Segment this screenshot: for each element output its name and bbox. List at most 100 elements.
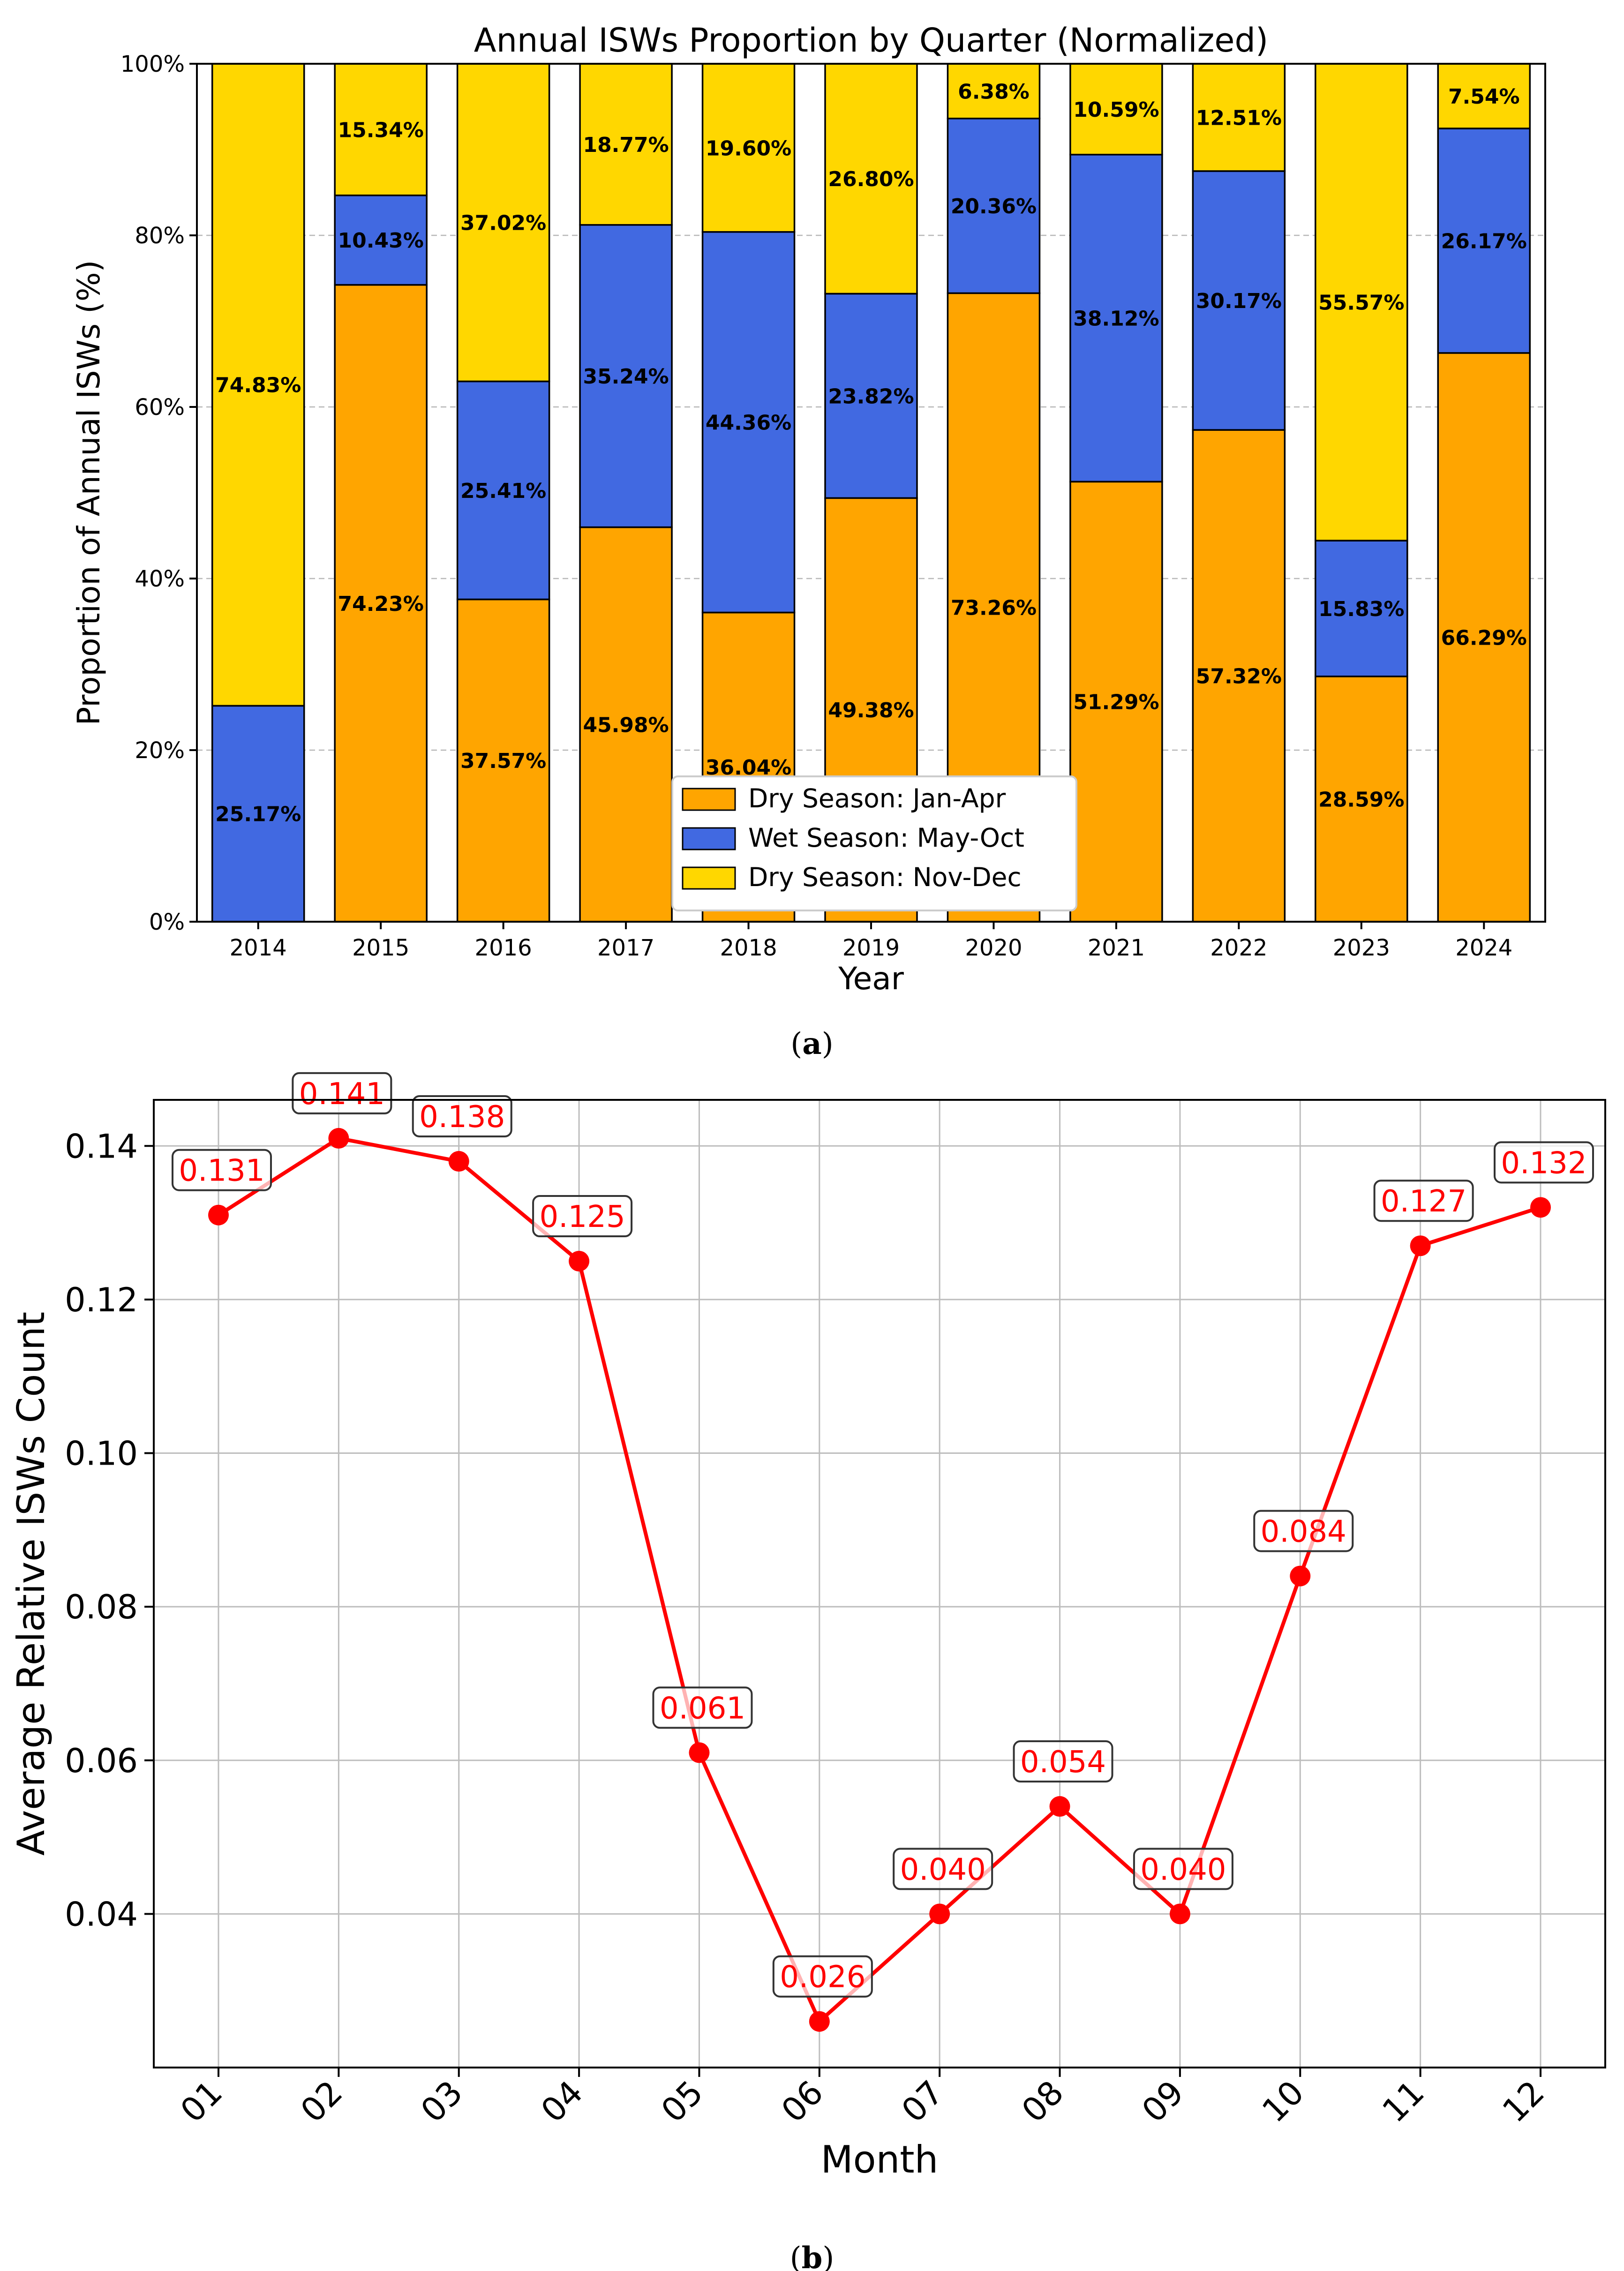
segment-value-label: 37.57% bbox=[460, 749, 546, 773]
x-tick-label-b: 03 bbox=[414, 2073, 470, 2130]
segment-value-label: 57.32% bbox=[1196, 665, 1282, 689]
legend-label: Dry Season: Nov-Dec bbox=[748, 862, 1022, 892]
x-tick-label-b: 10 bbox=[1255, 2073, 1311, 2130]
legend-label: Dry Season: Jan-Apr bbox=[748, 783, 1006, 813]
bar-segment bbox=[211, 705, 305, 923]
bar-segment bbox=[1192, 170, 1286, 431]
bar-segment bbox=[456, 63, 550, 383]
point-label: 0.040 bbox=[1140, 1852, 1226, 1887]
bar-segment bbox=[334, 194, 428, 286]
x-tick-label-b: 11 bbox=[1375, 2073, 1432, 2130]
point-label-box bbox=[172, 1149, 272, 1191]
segment-value-label: 19.60% bbox=[706, 136, 791, 160]
segment-value-label: 18.77% bbox=[583, 133, 669, 157]
segment-value-label: 28.59% bbox=[1318, 788, 1404, 812]
segment-value-label: 26.80% bbox=[828, 167, 914, 191]
data-point bbox=[1169, 1903, 1190, 1925]
segment-value-label: 23.82% bbox=[828, 384, 914, 408]
segment-value-label: 30.17% bbox=[1196, 289, 1282, 313]
bar-segment bbox=[1315, 63, 1408, 541]
point-label: 0.141 bbox=[299, 1077, 385, 1112]
segment-value-label: 44.36% bbox=[706, 411, 791, 435]
point-label-box bbox=[292, 1072, 392, 1114]
x-tick-label-a: 2022 bbox=[1210, 935, 1267, 961]
x-tick-label-a: 2024 bbox=[1455, 935, 1512, 961]
segment-value-label: 6.38% bbox=[958, 80, 1030, 104]
x-tick-label-b: 07 bbox=[894, 2073, 951, 2130]
y-axis-label-b: Average Relative ISWs Count bbox=[9, 1312, 53, 1856]
x-tick-label-a: 2019 bbox=[842, 935, 900, 961]
legend-box bbox=[671, 775, 1077, 911]
segment-value-label: 10.59% bbox=[1073, 98, 1159, 122]
y-tick-label-b: 0.04 bbox=[65, 1895, 138, 1933]
point-label: 0.127 bbox=[1381, 1184, 1466, 1219]
data-point bbox=[1410, 1235, 1431, 1256]
bar-segment bbox=[211, 63, 305, 707]
segment-value-label: 25.17% bbox=[215, 803, 301, 827]
bar-segment bbox=[456, 380, 550, 601]
series-line bbox=[217, 1136, 1541, 2023]
point-label-box bbox=[412, 1095, 512, 1138]
point-label-box bbox=[532, 1195, 633, 1237]
bar-segment bbox=[1192, 429, 1286, 923]
point-label: 0.125 bbox=[539, 1200, 625, 1234]
x-tick-label-a: 2015 bbox=[352, 935, 409, 961]
segment-value-label: 73.26% bbox=[951, 596, 1037, 620]
point-label-box bbox=[1133, 1848, 1233, 1890]
chart-a-annual-proportion: 25.17% 74.83% 74.23% 10.43% 15.34% 37.57% 25.4… bbox=[71, 21, 1546, 997]
data-point bbox=[1530, 1197, 1551, 1218]
point-label-box bbox=[652, 1686, 753, 1729]
segment-value-label: 38.12% bbox=[1073, 307, 1159, 331]
point-label: 0.131 bbox=[179, 1154, 264, 1188]
chart-b-monthly-relative: 0.131 0.141 0.138 0.125 0.061 0.026 0.040 0.054… bbox=[9, 1072, 1606, 2181]
x-tick-label-a: 2023 bbox=[1333, 935, 1390, 961]
point-label-box bbox=[1013, 1740, 1113, 1783]
data-point bbox=[1049, 1796, 1070, 1817]
x-tick-label-b: 01 bbox=[173, 2073, 230, 2130]
x-tick-label-a: 2014 bbox=[230, 935, 287, 961]
bar-segment bbox=[1192, 63, 1286, 172]
segment-value-label: 66.29% bbox=[1441, 626, 1527, 650]
y-tick-label-b: 0.12 bbox=[65, 1281, 138, 1319]
bar-segment bbox=[456, 598, 550, 923]
point-label-box bbox=[1494, 1141, 1594, 1184]
x-tick-label-b: 05 bbox=[654, 2073, 711, 2130]
bar-segment bbox=[1069, 63, 1163, 156]
segment-value-label: 37.02% bbox=[460, 211, 546, 235]
legend-swatch bbox=[682, 827, 736, 850]
x-tick-label-b: 06 bbox=[774, 2073, 831, 2130]
bar-segment bbox=[1437, 352, 1531, 923]
bar-segment bbox=[947, 118, 1041, 294]
x-tick-label-a: 2020 bbox=[965, 935, 1022, 961]
x-tick-label-a: 2021 bbox=[1088, 935, 1145, 961]
y-tick-label-a: 40% bbox=[135, 566, 185, 592]
segment-value-label: 74.23% bbox=[338, 592, 424, 616]
y-tick-label-b: 0.08 bbox=[65, 1588, 138, 1626]
point-label-box bbox=[772, 1955, 873, 1998]
bar-segment bbox=[334, 63, 428, 196]
x-tick-label-b: 08 bbox=[1015, 2073, 1071, 2130]
segment-value-label: 55.57% bbox=[1318, 291, 1404, 315]
segment-value-label: 26.17% bbox=[1441, 229, 1527, 253]
point-label: 0.138 bbox=[419, 1100, 505, 1135]
segment-value-label: 15.83% bbox=[1318, 597, 1404, 621]
point-label: 0.040 bbox=[900, 1852, 986, 1887]
data-point bbox=[809, 2011, 830, 2032]
y-tick-label-a: 0% bbox=[149, 909, 185, 935]
x-tick-label-b: 02 bbox=[293, 2073, 350, 2130]
point-label-box bbox=[1253, 1510, 1354, 1552]
x-tick-label-a: 2018 bbox=[720, 935, 777, 961]
point-label-box bbox=[893, 1848, 993, 1890]
data-point bbox=[689, 1742, 710, 1763]
x-axis-label-b: Month bbox=[821, 2138, 939, 2181]
point-label: 0.132 bbox=[1501, 1146, 1586, 1181]
bar-segment bbox=[579, 224, 673, 528]
data-point bbox=[328, 1128, 349, 1149]
y-tick-label-b: 0.10 bbox=[65, 1435, 138, 1473]
point-label-box bbox=[1373, 1180, 1474, 1222]
point-label: 0.084 bbox=[1261, 1515, 1346, 1549]
y-tick-label-b: 0.06 bbox=[65, 1742, 138, 1780]
bar-segment bbox=[947, 63, 1041, 120]
y-tick-label-a: 80% bbox=[135, 223, 185, 249]
